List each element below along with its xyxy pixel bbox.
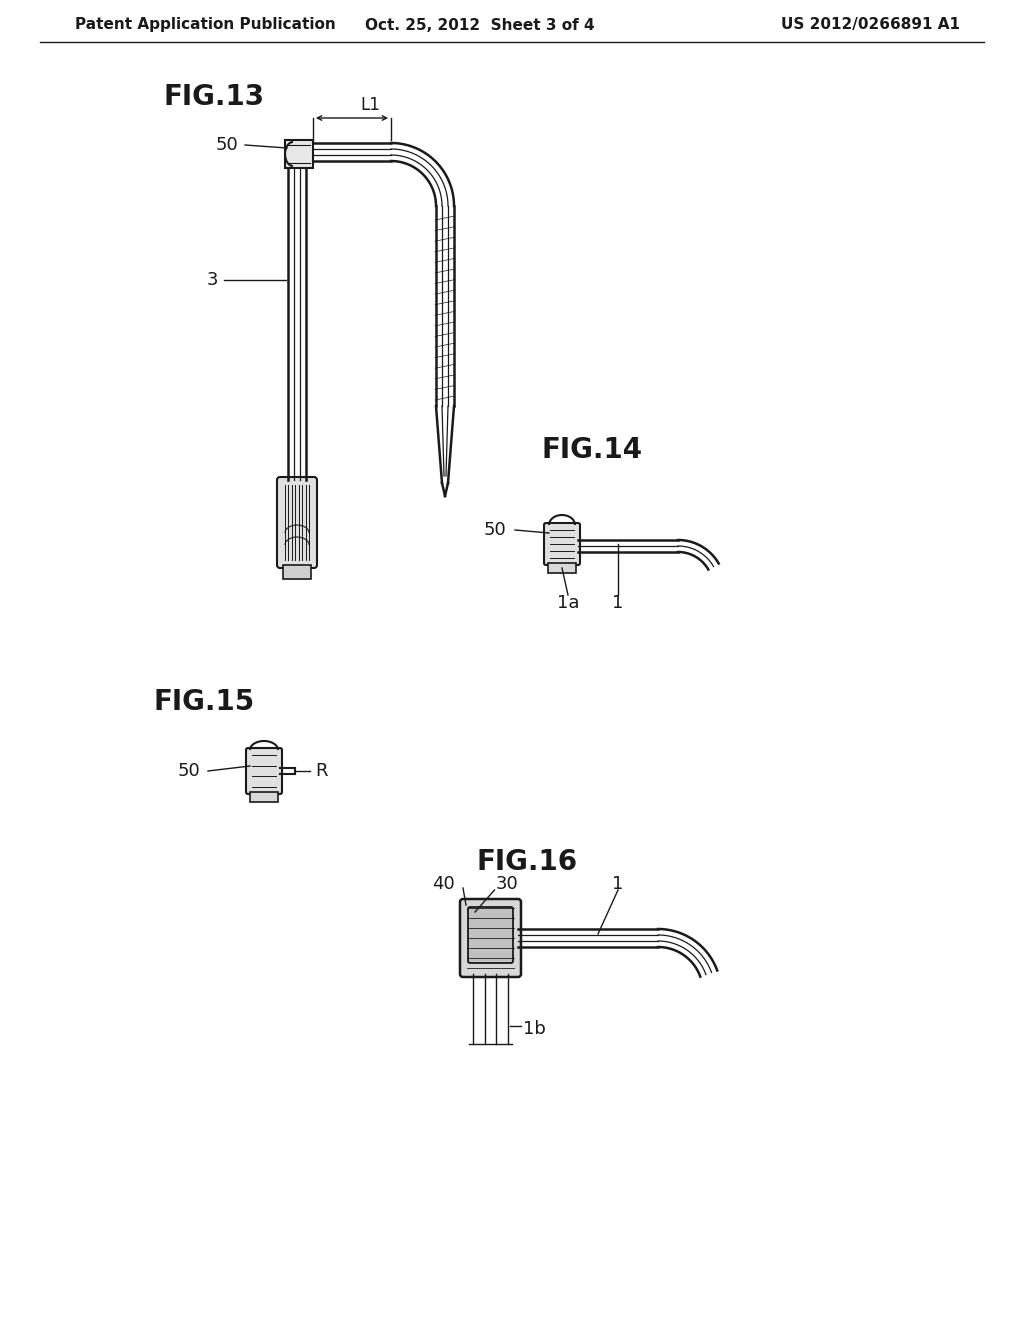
Text: FIG.16: FIG.16 [476, 847, 578, 876]
Text: 50: 50 [177, 762, 200, 780]
Text: 1a: 1a [557, 594, 580, 612]
Text: FIG.14: FIG.14 [542, 436, 643, 465]
Text: 3: 3 [207, 271, 218, 289]
Text: FIG.15: FIG.15 [153, 688, 254, 715]
FancyBboxPatch shape [460, 899, 521, 977]
Text: Patent Application Publication: Patent Application Publication [75, 17, 336, 33]
Text: R: R [315, 762, 328, 780]
Bar [548, 564, 575, 573]
Bar [283, 565, 311, 579]
Text: US 2012/0266891 A1: US 2012/0266891 A1 [781, 17, 961, 33]
Text: 1b: 1b [523, 1020, 546, 1038]
Text: 1: 1 [612, 594, 624, 612]
Text: 50: 50 [483, 521, 506, 539]
Text: FIG.13: FIG.13 [163, 83, 264, 111]
FancyBboxPatch shape [544, 523, 580, 565]
Bar [250, 792, 278, 803]
Text: 30: 30 [496, 875, 518, 894]
FancyBboxPatch shape [246, 748, 282, 795]
Text: Oct. 25, 2012  Sheet 3 of 4: Oct. 25, 2012 Sheet 3 of 4 [366, 17, 595, 33]
FancyBboxPatch shape [278, 477, 317, 568]
Bar [285, 140, 313, 168]
Text: 1: 1 [612, 875, 624, 894]
Text: 40: 40 [432, 875, 455, 894]
Text: L1: L1 [360, 96, 380, 114]
FancyBboxPatch shape [468, 907, 513, 964]
Text: 50: 50 [215, 136, 238, 154]
